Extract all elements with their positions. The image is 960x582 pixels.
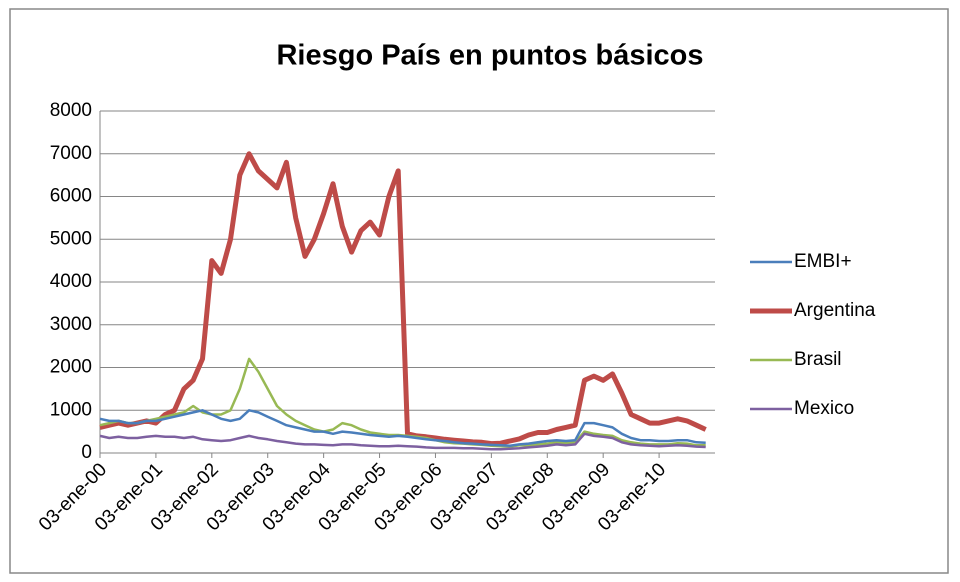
chart-title: Riesgo País en puntos básicos	[276, 40, 703, 72]
y-tick-label: 0	[81, 442, 92, 463]
legend-label: Brasil	[794, 349, 842, 370]
y-tick-label: 7000	[50, 143, 92, 164]
y-tick-label: 3000	[50, 314, 92, 335]
legend-label: Argentina	[794, 300, 876, 321]
chart-border	[9, 8, 949, 574]
legend-label: Mexico	[794, 398, 854, 419]
y-tick-label: 4000	[50, 271, 92, 292]
y-tick-label: 8000	[50, 100, 92, 121]
legend-label: EMBI+	[794, 251, 852, 272]
y-tick-label: 5000	[50, 228, 92, 249]
y-tick-label: 2000	[50, 357, 92, 378]
y-tick-label: 1000	[50, 399, 92, 420]
series-line	[99, 151, 707, 447]
y-tick-label: 6000	[50, 186, 92, 207]
series-line	[99, 432, 706, 451]
series-line	[99, 409, 706, 447]
